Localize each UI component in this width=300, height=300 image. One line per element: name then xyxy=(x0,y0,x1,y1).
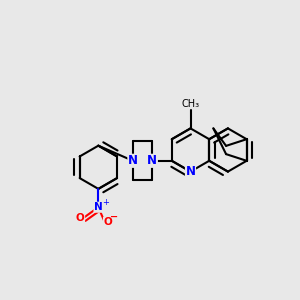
Text: −: − xyxy=(110,212,118,221)
Text: +: + xyxy=(102,198,109,207)
Text: N: N xyxy=(94,202,103,212)
Text: N: N xyxy=(185,165,196,178)
Text: O: O xyxy=(103,218,112,227)
Text: N: N xyxy=(147,154,158,167)
Text: O: O xyxy=(76,213,85,223)
Text: N: N xyxy=(128,154,138,167)
Text: CH₃: CH₃ xyxy=(182,98,200,109)
